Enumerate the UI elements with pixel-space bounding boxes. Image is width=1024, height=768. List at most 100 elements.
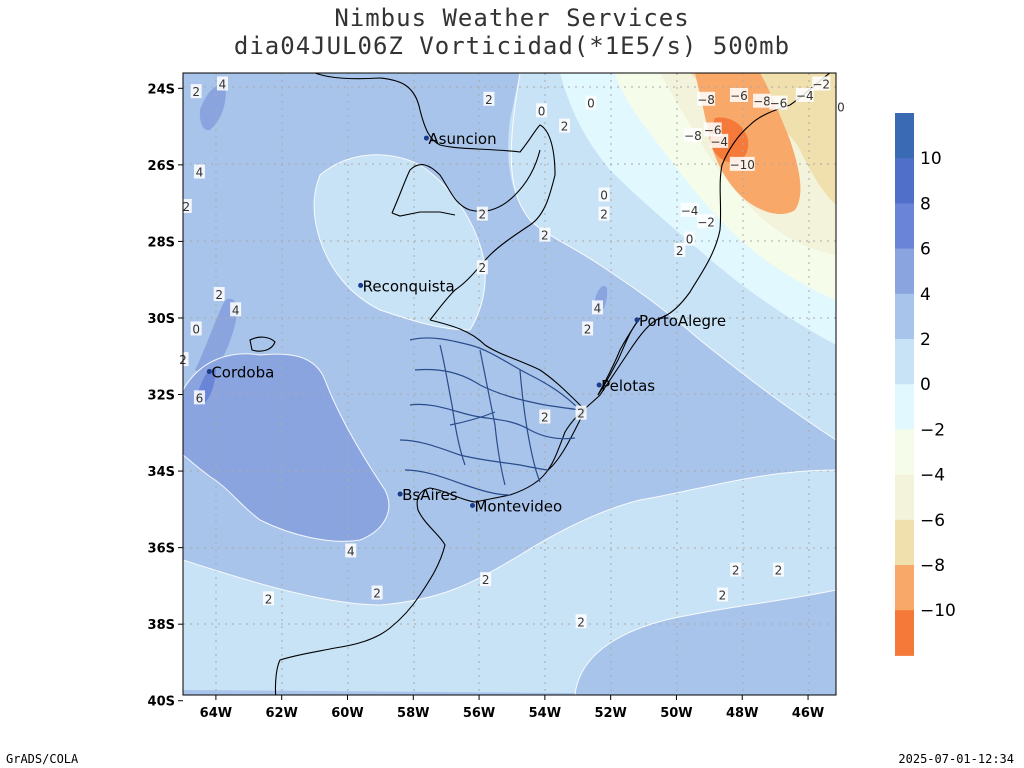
latitude-axis: 24S 26S 28S 30S 32S 34S 36S 38S 40S: [148, 82, 183, 710]
contour-label: 2: [180, 198, 192, 214]
field-band-4-6-west: [183, 353, 389, 542]
contour-label: 2: [730, 562, 742, 578]
contour-label: 0: [536, 103, 548, 118]
colorbar-swatch: [895, 203, 914, 250]
svg-text:2: 2: [192, 85, 200, 99]
colorbar-label: 8: [920, 194, 931, 214]
colorbar-label: 0: [920, 375, 931, 395]
svg-text:2: 2: [182, 200, 190, 214]
colorbar-label: −6: [920, 511, 945, 531]
contour-label: −4: [680, 202, 699, 218]
svg-text:−8: −8: [684, 129, 702, 143]
lon-label: 64W: [200, 706, 232, 721]
svg-text:−6: −6: [770, 97, 788, 111]
lon-label: 46W: [792, 706, 824, 721]
contour-label: −4: [710, 133, 729, 149]
svg-text:2: 2: [577, 407, 585, 421]
city-marker: Cordoba: [206, 364, 274, 382]
svg-text:4: 4: [594, 301, 602, 315]
city-label: Reconquista: [363, 277, 455, 295]
colorbar-swatch: [895, 339, 914, 385]
lat-label: 28S: [148, 235, 175, 250]
lagoa-dos-patos: [597, 317, 641, 396]
contour-label: 2: [674, 242, 686, 258]
contour-label: 4: [216, 76, 228, 91]
colorbar-swatch: [895, 384, 914, 430]
contour-label: 6: [193, 390, 205, 405]
lat-label: 32S: [148, 389, 175, 404]
svg-text:−10: −10: [730, 158, 755, 172]
rivers: [399, 337, 586, 496]
footer-software-credit: GrADS/COLA: [6, 752, 79, 766]
contour-label: 2: [263, 591, 275, 606]
lon-label: 60W: [331, 706, 363, 721]
lat-label: 30S: [148, 312, 175, 327]
argentina-bolivia-border: [391, 211, 456, 217]
brazil-paraguay-border: [391, 149, 541, 214]
contour-label: −6: [729, 87, 748, 103]
contour-label: −4: [795, 87, 814, 103]
svg-text:−2: −2: [812, 77, 830, 91]
lon-label: 62W: [265, 706, 297, 721]
contour-label: 2: [575, 405, 587, 421]
city-label: Asuncion: [428, 130, 496, 148]
city-marker: Asuncion: [423, 130, 497, 148]
colorbar-swatch: [895, 610, 914, 656]
city-marker: Pelotas: [596, 377, 655, 395]
colorbar-label: 4: [920, 285, 931, 305]
colorbar-label: −2: [920, 420, 945, 440]
contour-label: −8: [752, 93, 771, 109]
contour-label: 2: [539, 227, 551, 243]
lat-label: 24S: [148, 82, 175, 97]
lon-label: 58W: [397, 706, 429, 721]
colorbar-swatch: [895, 248, 914, 295]
city-marker: Reconquista: [358, 277, 455, 295]
footer-timestamp: 2025-07-01-12:34: [898, 752, 1014, 766]
contour-label: 2: [575, 614, 587, 629]
svg-text:0: 0: [600, 188, 608, 202]
contour-label: 0: [585, 95, 597, 111]
svg-text:6: 6: [196, 391, 204, 405]
svg-text:2: 2: [479, 261, 487, 275]
map-subtitle: dia04JUL06Z Vorticidad(*1E5/s) 500mb: [233, 32, 791, 60]
svg-text:2: 2: [719, 588, 727, 602]
svg-text:2: 2: [215, 288, 223, 302]
contour-label: −8: [683, 128, 702, 143]
city-markers: Asuncion Reconquista Cordoba PortoAlegre Pel…: [206, 130, 726, 516]
contour-label: 4: [591, 300, 603, 315]
svg-text:−4: −4: [681, 204, 699, 218]
svg-text:−6: −6: [730, 89, 748, 103]
longitude-axis: 64W 62W 60W 58W 56W 54W 52W 50W 48W 46W: [200, 695, 824, 721]
svg-text:2: 2: [584, 322, 592, 336]
contour-label: 2: [483, 91, 495, 107]
lat-label: 26S: [148, 159, 175, 174]
svg-text:−2: −2: [697, 215, 715, 229]
svg-text:2: 2: [732, 564, 740, 578]
contour-label: 4: [193, 164, 205, 180]
contour-label: −6: [703, 122, 722, 137]
field-band-2-4-south: [575, 590, 836, 695]
contour-label: 2: [480, 572, 492, 587]
colorbar-swatch: [895, 429, 914, 476]
svg-text:0: 0: [837, 100, 845, 114]
lat-label: 40S: [148, 695, 175, 710]
contour-label: −2: [697, 214, 716, 229]
city-label: PortoAlegre: [639, 312, 726, 330]
city-marker: BsAires: [397, 486, 458, 504]
svg-text:2: 2: [577, 615, 585, 629]
contour-label: 2: [213, 287, 225, 302]
lon-label: 48W: [726, 706, 758, 721]
colorbar-label: −4: [920, 466, 945, 486]
svg-text:4: 4: [232, 303, 240, 317]
colorbar-label: −8: [920, 556, 945, 576]
svg-text:−8: −8: [697, 93, 715, 107]
field-band-0-2-center: [314, 154, 486, 330]
svg-text:2: 2: [373, 587, 381, 601]
mar-chiquita-lake: [249, 336, 276, 352]
contour-label: −6: [769, 95, 788, 111]
city-label: BsAires: [402, 486, 458, 504]
uruguay-border: [429, 319, 586, 471]
contour-label: 0: [835, 99, 847, 114]
colorbar-swatch: [895, 474, 914, 521]
